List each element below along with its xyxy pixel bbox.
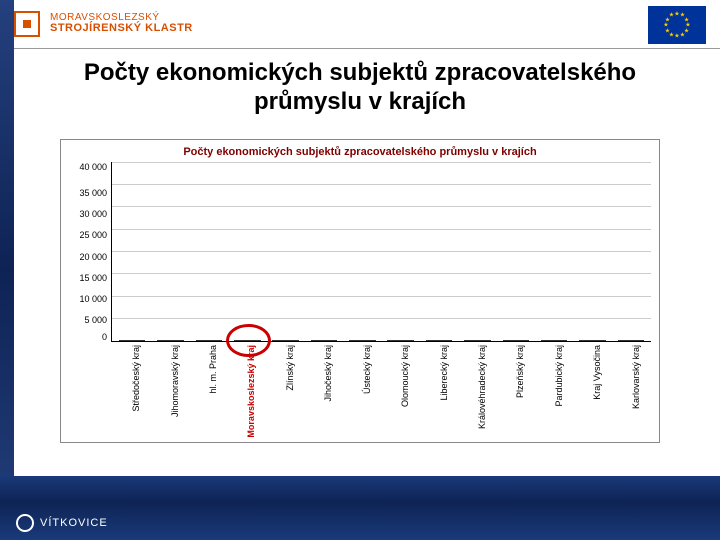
- slide-left-stripe: [0, 0, 14, 540]
- x-tick-label: Pardubický kraj: [538, 342, 570, 438]
- footer-brand-label: VÍTKOVICE: [40, 517, 108, 529]
- x-tick-label: Jihomoravský kraj: [153, 342, 185, 438]
- bar: [119, 340, 146, 341]
- bar: [272, 340, 299, 341]
- x-tick-label: Plzeňský kraj: [499, 342, 531, 438]
- y-tick-label: 40 000: [69, 162, 107, 172]
- bar: [541, 340, 568, 341]
- bar: [234, 340, 261, 341]
- bar-slot: [269, 340, 301, 341]
- grid-line: [112, 229, 651, 230]
- bar-slot: [576, 340, 608, 341]
- y-tick-label: 10 000: [69, 294, 107, 304]
- bar-slot: [154, 340, 186, 341]
- x-tick-label: Liberecký kraj: [422, 342, 454, 438]
- bar-slot: [615, 340, 647, 341]
- grid-line: [112, 206, 651, 207]
- y-tick-label: 5 000: [69, 315, 107, 325]
- y-tick-label: 0: [69, 332, 107, 342]
- bar-slot: [193, 340, 225, 341]
- bar: [349, 340, 376, 341]
- x-tick-label: Zlínský kraj: [269, 342, 301, 438]
- y-tick-label: 30 000: [69, 209, 107, 219]
- slide-header: MORAVSKOSLEZSKÝ STROJÍRENSKÝ KLASTR ★★★★…: [0, 0, 720, 48]
- grid-line: [112, 296, 651, 297]
- chart-plot: [111, 162, 651, 342]
- bar: [618, 340, 645, 341]
- gear-icon: [16, 514, 34, 532]
- x-axis: Středočeský krajJihomoravský krajhl. m. …: [69, 342, 651, 438]
- bar: [387, 340, 414, 341]
- x-tick-label: Ústecký kraj: [346, 342, 378, 438]
- y-axis: 40 000 35 000 30 000 25 000 20 000 15 000 10 0…: [69, 162, 111, 342]
- bar: [579, 340, 606, 341]
- bar: [157, 340, 184, 341]
- grid-line: [112, 318, 651, 319]
- x-tick-label: Olomoucký kraj: [384, 342, 416, 438]
- bar-slot: [385, 340, 417, 341]
- x-tick-label: Karlovarský kraj: [614, 342, 646, 438]
- grid-line: [112, 184, 651, 185]
- y-tick-label: 35 000: [69, 188, 107, 198]
- footer-band: VÍTKOVICE: [0, 476, 720, 540]
- bar-slot: [538, 340, 570, 341]
- y-tick-label: 20 000: [69, 252, 107, 262]
- footer-brand: VÍTKOVICE: [16, 514, 108, 532]
- slide-title: Počty ekonomických subjektů zpracovatels…: [0, 53, 720, 127]
- chart-container: Počty ekonomických subjektů zpracovatels…: [60, 139, 660, 443]
- grid-line: [112, 162, 651, 163]
- x-tick-label: Jihočeský kraj: [307, 342, 339, 438]
- grid-line: [112, 273, 651, 274]
- brand-text: MORAVSKOSLEZSKÝ STROJÍRENSKÝ KLASTR: [50, 13, 193, 35]
- x-labels-group: Středočeský krajJihomoravský krajhl. m. …: [111, 342, 651, 438]
- bar-slot: [500, 340, 532, 341]
- x-tick-label: Královéhradecký kraj: [461, 342, 493, 438]
- grid-line: [112, 251, 651, 252]
- chart-title: Počty ekonomických subjektů zpracovatels…: [69, 146, 651, 158]
- bar-slot: [461, 340, 493, 341]
- x-tick-label: Kraj Vysočina: [576, 342, 608, 438]
- bar-slot: [423, 340, 455, 341]
- klastr-logo-icon: [14, 11, 40, 37]
- bar: [464, 340, 491, 341]
- bar: [426, 340, 453, 341]
- y-tick-label: 25 000: [69, 230, 107, 240]
- bar-slot: [116, 340, 148, 341]
- eu-flag-icon: ★★★★★★★★★★★★: [648, 6, 706, 44]
- bar: [503, 340, 530, 341]
- x-tick-label: Moravskoslezský kraj: [230, 342, 262, 438]
- bar: [196, 340, 223, 341]
- bar: [311, 340, 338, 341]
- header-divider: [0, 48, 720, 49]
- x-tick-label: Středočeský kraj: [115, 342, 147, 438]
- bar-slot: [231, 340, 263, 341]
- bar-slot: [346, 340, 378, 341]
- y-tick-label: 15 000: [69, 273, 107, 283]
- bar-slot: [308, 340, 340, 341]
- x-tick-label: hl. m. Praha: [192, 342, 224, 438]
- brand-line-2: STROJÍRENSKÝ KLASTR: [50, 23, 193, 35]
- chart-area: 40 000 35 000 30 000 25 000 20 000 15 000 10 0…: [69, 162, 651, 342]
